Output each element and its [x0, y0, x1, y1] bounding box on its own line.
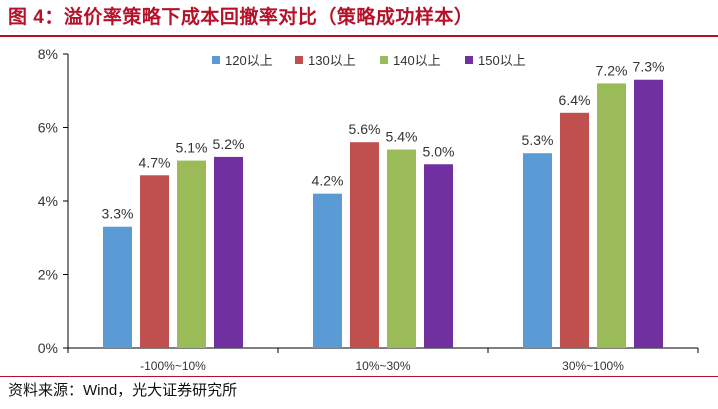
legend-label: 120以上 — [225, 53, 273, 68]
data-label: 5.4% — [386, 129, 418, 145]
x-axis: -100%~10% 10%~30% 30%~100% — [67, 347, 699, 373]
legend-swatch — [380, 56, 388, 64]
bar — [523, 153, 552, 348]
source-rule — [0, 376, 718, 377]
legend-swatch — [295, 56, 303, 64]
source-note: 资料来源：Wind，光大证券研究所 — [8, 382, 238, 399]
bar — [560, 112, 589, 348]
bar — [140, 175, 169, 348]
data-labels: 3.3% 4.2% 5.3% 4.7% 5.6% 6.4% 5.1% 5.4% 7.2% 5.2%… — [102, 59, 665, 222]
legend-swatch — [465, 56, 473, 64]
y-tick-label: 6% — [38, 120, 58, 136]
data-label: 5.2% — [213, 136, 245, 152]
bars — [103, 79, 663, 349]
legend-label: 140以上 — [393, 53, 441, 68]
data-label: 4.7% — [139, 154, 171, 170]
bar-chart: 0% 2% 4% 6% 8% -100%~10% 10%~30% 30%~100% 3.3%… — [38, 46, 699, 373]
data-label: 7.3% — [633, 59, 665, 75]
bar — [214, 156, 243, 348]
legend-label: 150以上 — [478, 53, 526, 68]
bar — [103, 226, 132, 348]
chart-title: 图 4：溢价率策略下成本回撤率对比（策略成功样本） — [8, 7, 474, 28]
y-tick-label: 8% — [38, 46, 58, 62]
data-label: 5.1% — [176, 140, 208, 156]
legend-swatch — [212, 56, 220, 64]
y-tick-label: 2% — [38, 267, 58, 283]
bar — [387, 149, 416, 348]
data-label: 7.2% — [596, 62, 628, 78]
y-tick-label: 4% — [38, 193, 58, 209]
bar — [350, 142, 379, 348]
title-rule — [0, 35, 718, 37]
y-tick-label: 0% — [38, 340, 58, 356]
legend: 120以上 130以上 140以上 150以上 — [212, 53, 526, 68]
data-label: 5.0% — [423, 143, 455, 159]
data-label: 5.6% — [349, 121, 381, 137]
data-label: 4.2% — [312, 173, 344, 189]
bar — [313, 193, 342, 348]
x-tick-label: 30%~100% — [562, 359, 624, 373]
bar — [634, 79, 663, 348]
legend-label: 130以上 — [308, 53, 356, 68]
x-tick-label: 10%~30% — [355, 359, 410, 373]
data-label: 3.3% — [102, 206, 134, 222]
bar — [424, 164, 453, 348]
bar — [177, 160, 206, 348]
y-axis: 0% 2% 4% 6% 8% — [38, 46, 69, 356]
data-label: 5.3% — [522, 132, 554, 148]
data-label: 6.4% — [559, 92, 591, 108]
x-tick-label: -100%~10% — [140, 359, 206, 373]
bar — [597, 83, 626, 349]
